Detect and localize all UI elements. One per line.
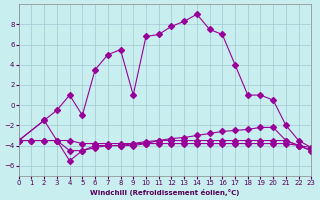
X-axis label: Windchill (Refroidissement éolien,°C): Windchill (Refroidissement éolien,°C) [90,189,240,196]
